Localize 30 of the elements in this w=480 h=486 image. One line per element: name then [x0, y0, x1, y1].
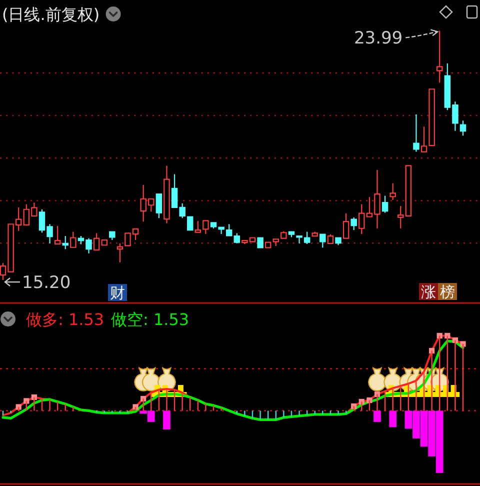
candlestick	[54, 225, 61, 245]
bar	[163, 410, 170, 430]
candlestick	[327, 234, 334, 244]
candlestick	[413, 114, 420, 152]
candlestick	[70, 231, 76, 248]
candlestick	[288, 231, 295, 238]
annotation: 15.20	[22, 273, 71, 293]
candlestick	[312, 231, 318, 237]
candlestick	[156, 194, 162, 219]
candlestick	[62, 235, 68, 250]
candlestick	[109, 231, 116, 241]
candlestick	[436, 30, 443, 84]
candlestick	[382, 195, 388, 214]
chart-title: (日线.前复权)	[2, 5, 100, 24]
candlestick	[460, 120, 466, 136]
candlestick	[234, 232, 240, 244]
text: 做多: 1.53	[26, 310, 104, 329]
candlestick	[342, 212, 350, 239]
candlestick	[116, 242, 124, 263]
text: 做空: 1.53	[111, 310, 190, 329]
candlestick	[257, 237, 264, 248]
bar	[389, 410, 396, 428]
candlestick	[350, 216, 357, 231]
candlestick	[335, 237, 342, 246]
annotation: 23.99	[354, 28, 403, 49]
candlestick	[264, 242, 272, 248]
bar	[374, 410, 381, 422]
candlestick	[390, 182, 396, 201]
candlestick	[320, 234, 326, 248]
candlestick	[164, 165, 170, 224]
